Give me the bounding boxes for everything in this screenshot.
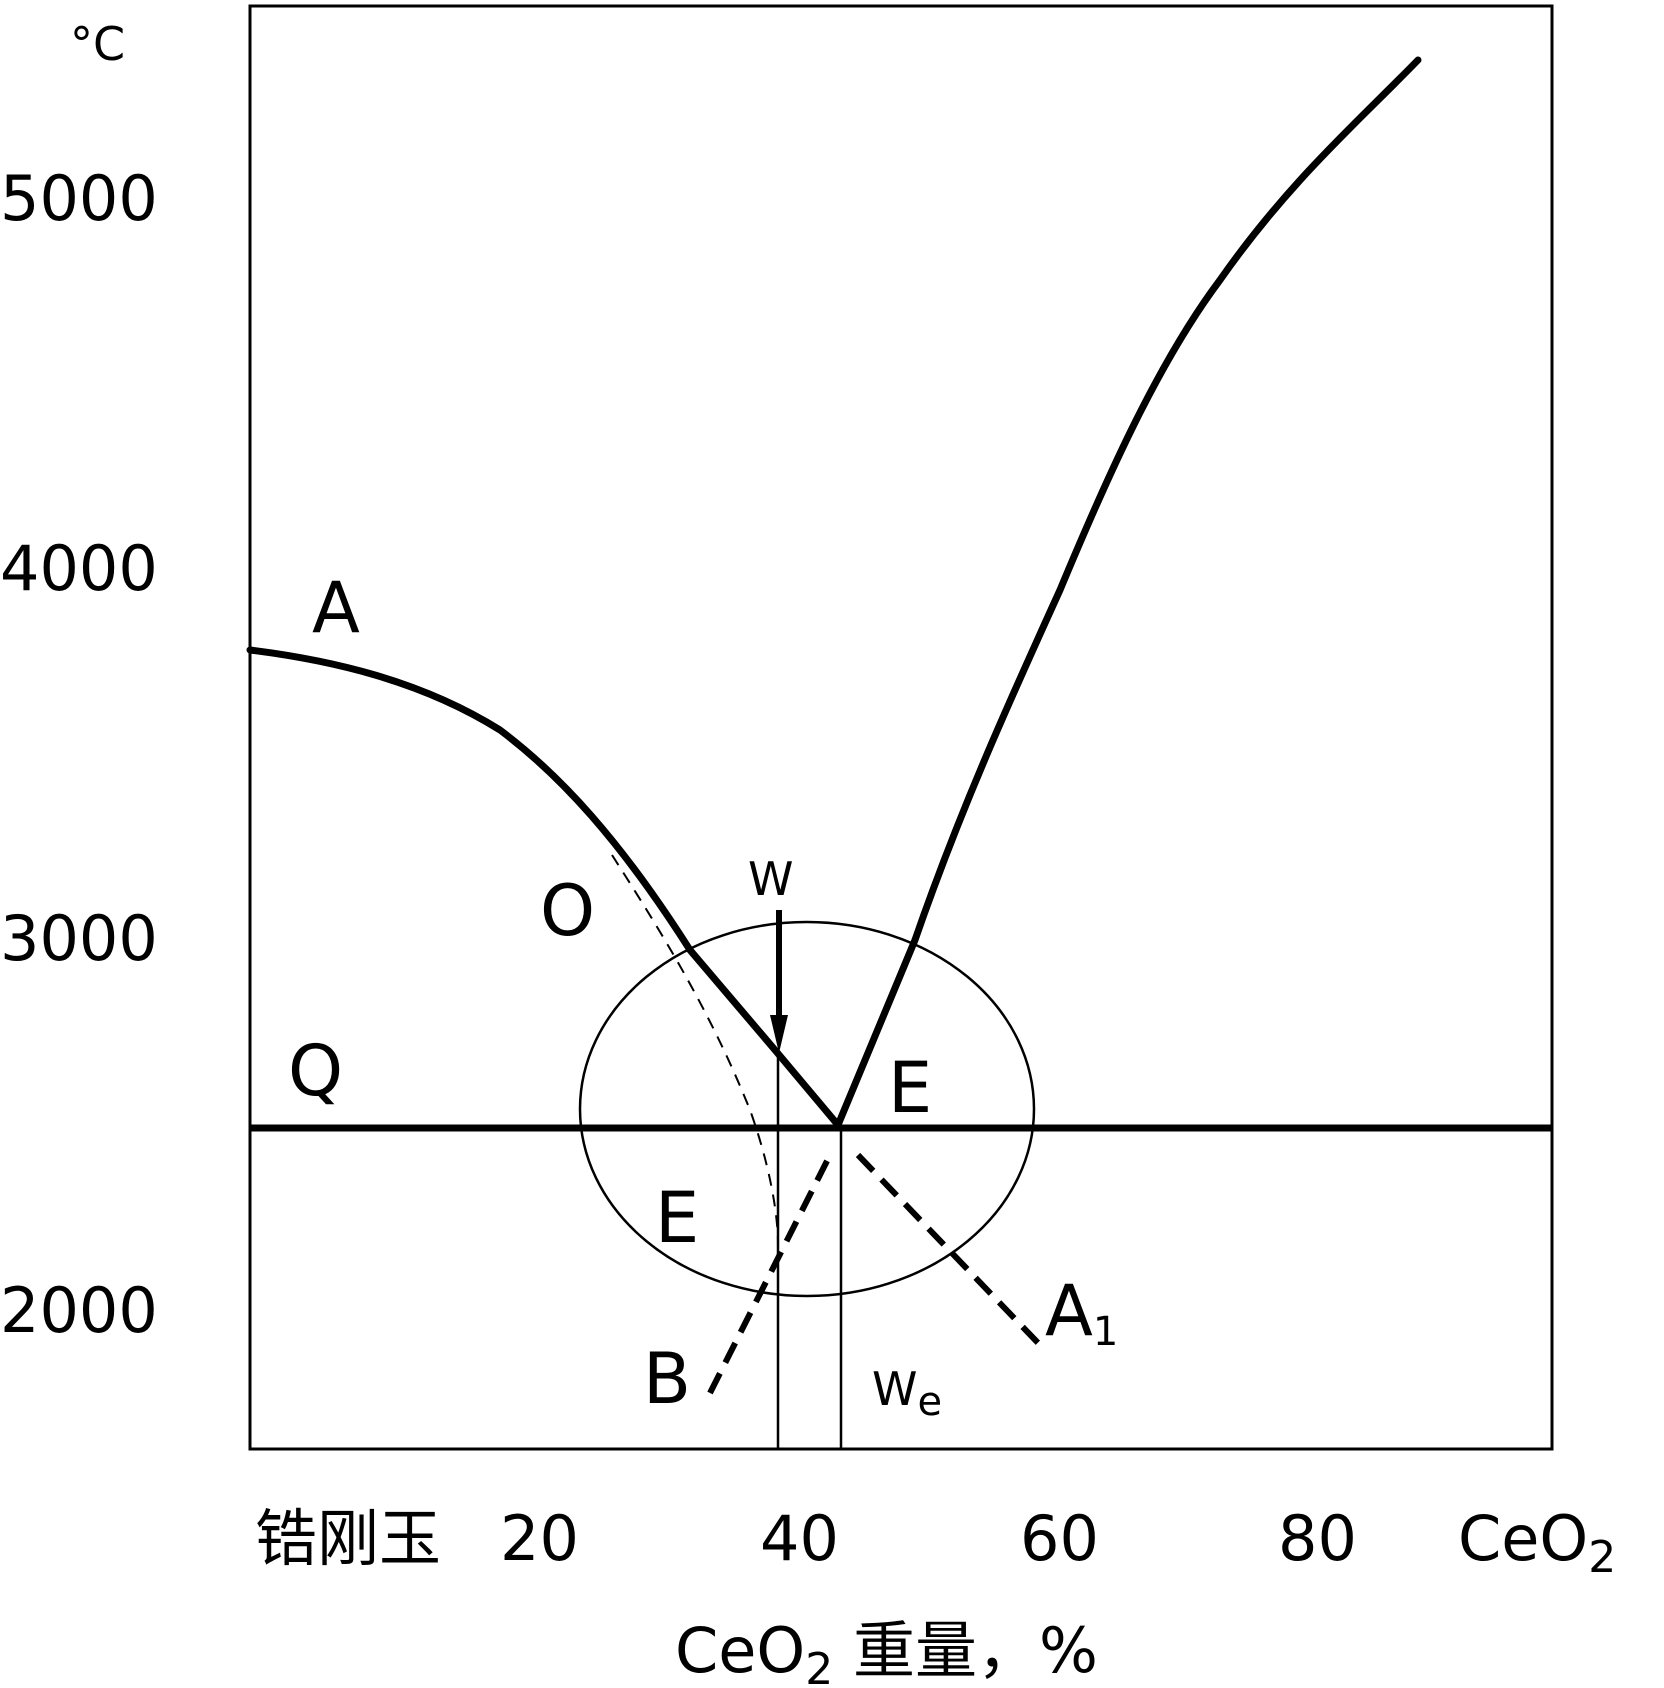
- plot-frame: [248, 4, 1554, 1451]
- point-label-q: Q: [288, 1030, 343, 1112]
- x-tick-label: 60: [1020, 1502, 1099, 1575]
- point-label-we: We: [872, 1362, 942, 1425]
- x-axis-title: CeO2 重量，%: [675, 1614, 1098, 1688]
- y-tick-label: 4000: [0, 532, 158, 605]
- liquidus-curve-right: [834, 56, 1422, 1129]
- x-tick-label: 40: [760, 1502, 839, 1575]
- dashed-extension-a1: [855, 1152, 1043, 1348]
- y-tick-label: 5000: [0, 162, 158, 235]
- point-label-b: B: [643, 1338, 691, 1420]
- point-label-e-lower: E: [655, 1177, 699, 1259]
- metastable-dashed-curve: [611, 854, 779, 1246]
- x-tick-label: 20: [500, 1502, 579, 1575]
- x-tick-label: 80: [1278, 1502, 1357, 1575]
- arrow-w-head: [770, 1015, 788, 1053]
- liquidus-curve-left: [246, 646, 842, 1129]
- point-label-o: O: [540, 870, 595, 952]
- x-axis-right-end-label: CeO2: [1458, 1502, 1616, 1583]
- point-label-w: W: [748, 852, 793, 906]
- y-tick-label: 2000: [0, 1274, 158, 1347]
- point-label-a: A: [312, 567, 360, 649]
- point-label-a1: A1: [1045, 1270, 1118, 1355]
- eutectic-region-ellipse: [578, 920, 1036, 1298]
- x-axis-left-end-label: 锆刚玉: [255, 1502, 441, 1575]
- point-label-e-upper: E: [888, 1047, 932, 1129]
- dashed-extension-b: [707, 1153, 833, 1395]
- y-axis-unit: °C: [70, 17, 125, 71]
- y-tick-label: 3000: [0, 902, 158, 975]
